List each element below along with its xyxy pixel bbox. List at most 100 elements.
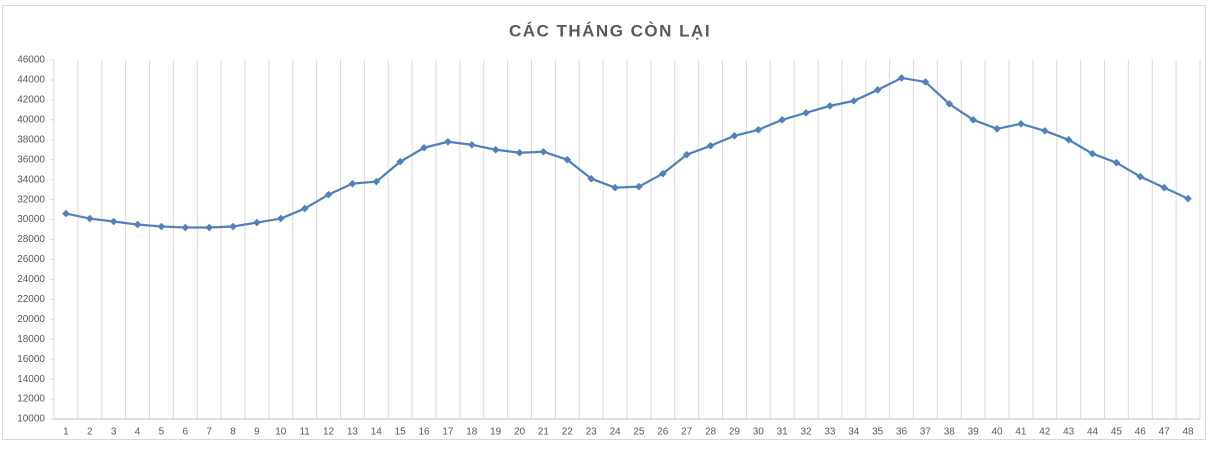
x-tick-label: 14 [371, 427, 383, 438]
x-tick-label: 44 [1087, 427, 1099, 438]
marker [802, 109, 810, 117]
x-tick-label: 10 [275, 427, 287, 438]
marker [1017, 120, 1025, 128]
x-tick-label: 32 [801, 427, 813, 438]
chart-title: CÁC THÁNG CÒN LẠI [509, 21, 711, 40]
marker [1184, 194, 1192, 203]
x-tick-label: 27 [681, 427, 693, 438]
x-tick-label: 17 [442, 427, 454, 438]
marker [897, 74, 906, 82]
marker [324, 190, 333, 199]
x-tick-label: 6 [183, 427, 189, 438]
y-tick-label: 34000 [17, 174, 45, 185]
x-tick-label: 29 [729, 427, 741, 438]
x-tick-label: 11 [299, 427, 310, 438]
x-tick-label: 15 [395, 427, 407, 438]
y-tick-label: 22000 [17, 294, 45, 305]
marker [253, 218, 261, 227]
x-tick-label: 26 [657, 427, 669, 438]
marker [181, 223, 190, 232]
x-tick-label: 47 [1159, 427, 1171, 438]
chart-border [2, 5, 1206, 440]
marker [778, 116, 786, 124]
marker [1064, 135, 1073, 144]
x-tick-label: 46 [1135, 427, 1147, 438]
marker [277, 214, 285, 223]
x-tick-label: 36 [896, 427, 908, 438]
y-tick-label: 32000 [17, 194, 45, 205]
marker [611, 183, 619, 192]
y-tick-label: 40000 [17, 114, 45, 125]
marker [348, 179, 357, 188]
marker [539, 147, 548, 156]
x-tick-label: 20 [514, 427, 526, 438]
series-line [65, 76, 1189, 229]
x-tick-label: 23 [586, 427, 598, 438]
y-tick-label: 44000 [17, 75, 45, 86]
marker [396, 157, 404, 166]
y-tick-label: 30000 [17, 214, 45, 225]
x-tick-label: 30 [753, 427, 765, 438]
marker [969, 116, 977, 124]
x-tick-label: 34 [848, 427, 860, 438]
marker [205, 223, 213, 232]
x-tick-label: 45 [1111, 427, 1123, 438]
x-tick-label: 8 [230, 427, 236, 438]
marker [826, 102, 834, 110]
marker [300, 204, 309, 213]
x-tick-label: 39 [968, 427, 980, 438]
y-tick-label: 46000 [17, 55, 45, 66]
x-tick-label: 2 [87, 427, 93, 438]
x-tick-label: 3 [111, 427, 117, 438]
marker [587, 174, 595, 183]
y-tick-label: 12000 [17, 394, 45, 405]
marker [1160, 183, 1168, 192]
marker [754, 126, 763, 134]
marker [850, 97, 858, 105]
marker [1088, 149, 1097, 158]
y-tick-label: 38000 [17, 134, 45, 145]
x-tick-label: 31 [777, 427, 789, 438]
y-tick-label: 20000 [17, 314, 45, 325]
x-tick-label: 1 [63, 427, 69, 438]
x-tick-label: 12 [323, 427, 335, 438]
marker [921, 78, 930, 86]
marker [86, 214, 94, 223]
x-tick-label: 40 [992, 427, 1004, 438]
marker [157, 222, 166, 231]
x-tick-label: 5 [159, 427, 165, 438]
marker [372, 177, 381, 186]
y-tick-label: 28000 [17, 234, 45, 245]
x-tick-label: 25 [633, 427, 645, 438]
y-tick-label: 26000 [17, 254, 45, 265]
marker [62, 209, 70, 218]
marker [468, 140, 476, 149]
x-tick-label: 33 [824, 427, 836, 438]
marker [945, 100, 954, 108]
x-tick-label: 37 [920, 427, 932, 438]
x-tick-label: 35 [872, 427, 884, 438]
marker [420, 143, 428, 152]
y-tick-label: 36000 [17, 154, 45, 165]
marker [682, 150, 691, 159]
x-tick-label: 48 [1183, 427, 1195, 438]
x-tick-label: 21 [538, 427, 550, 438]
marker [1112, 158, 1121, 167]
marker [563, 155, 572, 164]
x-tick-label: 13 [347, 427, 359, 438]
marker [873, 86, 882, 94]
x-tick-label: 38 [944, 427, 956, 438]
x-tick-label: 28 [705, 427, 717, 438]
marker [706, 141, 715, 150]
marker [133, 220, 142, 229]
x-tick-label: 9 [254, 427, 260, 438]
x-tick-label: 18 [466, 427, 478, 438]
x-tick-label: 43 [1063, 427, 1075, 438]
marker [659, 169, 667, 178]
y-tick-label: 14000 [17, 374, 45, 385]
marker [515, 148, 524, 157]
marker [730, 131, 739, 140]
x-tick-label: 41 [1015, 427, 1027, 438]
